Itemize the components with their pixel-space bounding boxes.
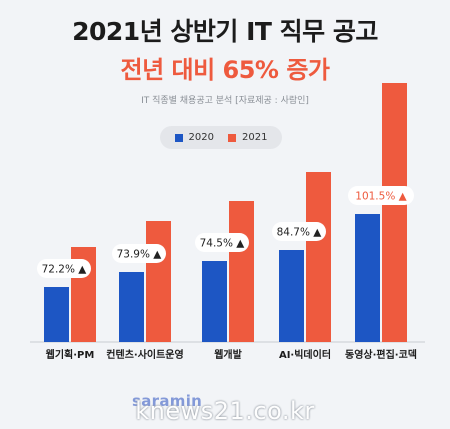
bar-2020-4 — [355, 214, 380, 342]
bar-2020-0 — [44, 287, 69, 342]
growth-label-4: 101.5% ▲ — [355, 191, 407, 203]
growth-badge-0 — [37, 259, 91, 278]
bar-2021-1 — [146, 221, 171, 342]
bar-2021-2 — [229, 201, 254, 342]
saramin-logo: saramin — [132, 392, 203, 410]
category-label-3: AI·빅데이터 — [279, 348, 331, 361]
bar-2021-4 — [382, 83, 407, 342]
category-label-4: 동영상·편집·코덱 — [345, 348, 417, 361]
growth-badge-1 — [112, 244, 166, 263]
bar-2020-3 — [279, 250, 304, 342]
bar-2020-2 — [202, 261, 227, 342]
chart-title: 2021년 상반기 IT 직무 공고 — [72, 17, 378, 46]
growth-label-0: 72.2% ▲ — [42, 264, 88, 276]
legend-swatch-2020 — [174, 133, 183, 142]
category-label-1: 컨텐츠·사이트운영 — [106, 348, 183, 361]
legend-swatch-2021 — [228, 133, 236, 142]
bar-2021-3 — [306, 172, 331, 342]
legend-item-2020: 2020 — [174, 132, 214, 143]
legend: 2020 2021 — [160, 126, 282, 149]
legend-label-2021: 2021 — [242, 132, 268, 143]
legend-item-2021: 2021 — [228, 132, 267, 143]
source-note: IT 직종별 채용공고 분석 [자료제공 : 사람인] — [141, 96, 309, 106]
growth-badge-4 — [348, 186, 414, 205]
growth-label-1: 73.9% ▲ — [117, 249, 163, 261]
category-label-2: 웹개발 — [214, 348, 242, 361]
bar-2020-1 — [119, 272, 144, 342]
legend-label-2020: 2020 — [188, 132, 214, 143]
chart-subtitle: 전년 대비 65% 증가 — [120, 56, 331, 84]
watermark: knews21.co.kr — [135, 397, 315, 425]
growth-badge-3 — [272, 222, 326, 241]
category-label-0: 웹기획·PM — [46, 348, 95, 361]
growth-label-2: 74.5% ▲ — [200, 238, 246, 250]
growth-label-3: 84.7% ▲ — [277, 227, 323, 239]
growth-badge-2 — [195, 233, 249, 252]
